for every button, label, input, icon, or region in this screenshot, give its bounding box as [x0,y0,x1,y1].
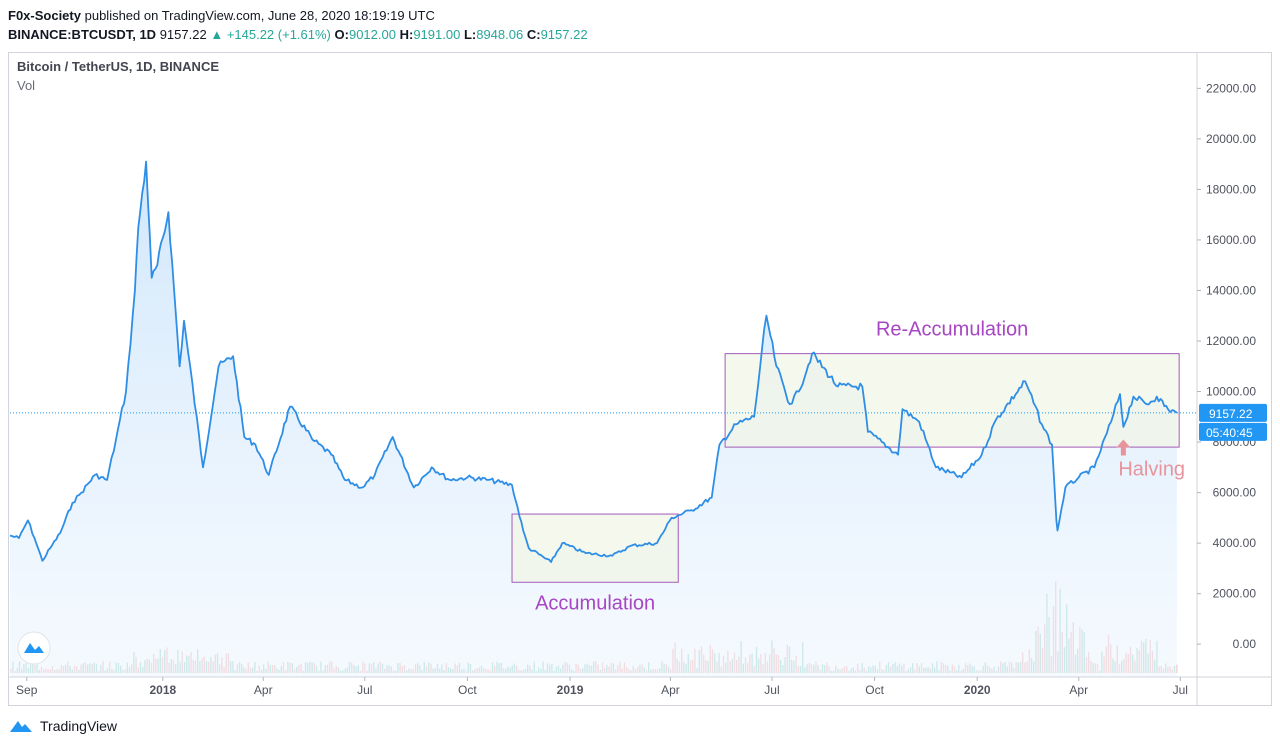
close-label: C: [526,27,541,42]
x-tick-label: Sep [16,683,38,697]
low-label: L: [463,27,477,42]
y-tick-label: 6000.00 [1213,486,1257,500]
tradingview-cloud-icon [24,643,44,653]
axes: 22000.00 20000.00 18000.00 16000.00 14000.00… [9,53,1271,705]
annotation-boxes [10,353,1197,583]
open-label: O: [334,27,349,42]
ohlc-line: BINANCE:BTCUSDT, 1D 9157.22 ▲ +145.22 (+… [8,25,588,44]
y-tick-label: 10000.00 [1206,385,1256,399]
high-value: 9191.00 [413,27,461,42]
open-value: 9012.00 [348,27,396,42]
chart-frame [8,52,1272,706]
x-tick-label: Oct [458,683,477,697]
annotation-label: Re-Accumulation [876,319,1028,341]
x-tick-label: Jul [764,683,779,697]
x-tick-label: Apr [661,683,680,697]
current-price-text: 9157.22 [1209,407,1253,421]
x-tick-label: Jul [1173,683,1188,697]
footer-brand: TradingView [40,718,118,734]
legend-title: Bitcoin / TetherUS, 1D, BINANCE [17,59,219,74]
up-arrow-icon: ▲ [210,27,224,42]
x-tick-label: 2018 [149,683,176,697]
price-area [10,161,1177,678]
price-area-fill [10,161,1177,678]
high-label: H: [399,27,414,42]
y-tick-label: 14000.00 [1206,283,1256,297]
symbol-label: BINANCE:BTCUSDT, 1D [8,27,157,42]
publish-info: published on TradingView.com, June 28, 2… [84,8,435,23]
y-tick-label: 20000.00 [1206,132,1256,146]
price-tags: 9157.22 05:40:45 [1199,403,1267,441]
close-value: 9157.22 [540,27,588,42]
annotation-box [724,353,1180,448]
y-tick-label: 4000.00 [1213,536,1257,550]
tradingview-button[interactable] [17,631,51,665]
y-tick-label: 22000.00 [1206,81,1256,95]
x-tick-label: Oct [865,683,884,697]
annotation-labels: Accumulation Re-Accumulation Halving [535,319,1185,615]
countdown-tag [1199,422,1267,441]
x-tick-label: Apr [254,683,273,697]
halving-label: Halving [1118,459,1185,481]
annotation-box [511,513,679,583]
y-tick-label: 0.00 [1233,637,1257,651]
price-line [9,160,1178,563]
footer: TradingView [8,716,117,736]
x-tick-label: Jul [357,683,372,697]
tradingview-logo-icon [10,721,32,732]
current-price-tag [1199,403,1267,422]
y-tick-label: 18000.00 [1206,182,1256,196]
publish-line: F0x-Society published on TradingView.com… [8,6,588,25]
y-tick-label: 2000.00 [1213,587,1257,601]
low-value: 8948.06 [476,27,524,42]
halving-arrow-icon [1116,439,1131,456]
chart-header: F0x-Society published on TradingView.com… [8,6,588,44]
y-tick-label: 16000.00 [1206,233,1256,247]
annotation-label: Accumulation [535,592,655,614]
x-tick-label: 2019 [557,683,584,697]
last-price: 9157.22 [159,27,207,42]
x-tick-label: Apr [1069,683,1088,697]
price-change: +145.22 (+1.61%) [226,27,331,42]
y-tick-label: 12000.00 [1206,334,1256,348]
price-series-line [9,160,1178,563]
author-name[interactable]: F0x-Society [8,8,81,23]
x-tick-label: 2020 [964,683,991,697]
countdown-text: 05:40:45 [1206,426,1253,440]
legend-vol: Vol [17,78,35,93]
